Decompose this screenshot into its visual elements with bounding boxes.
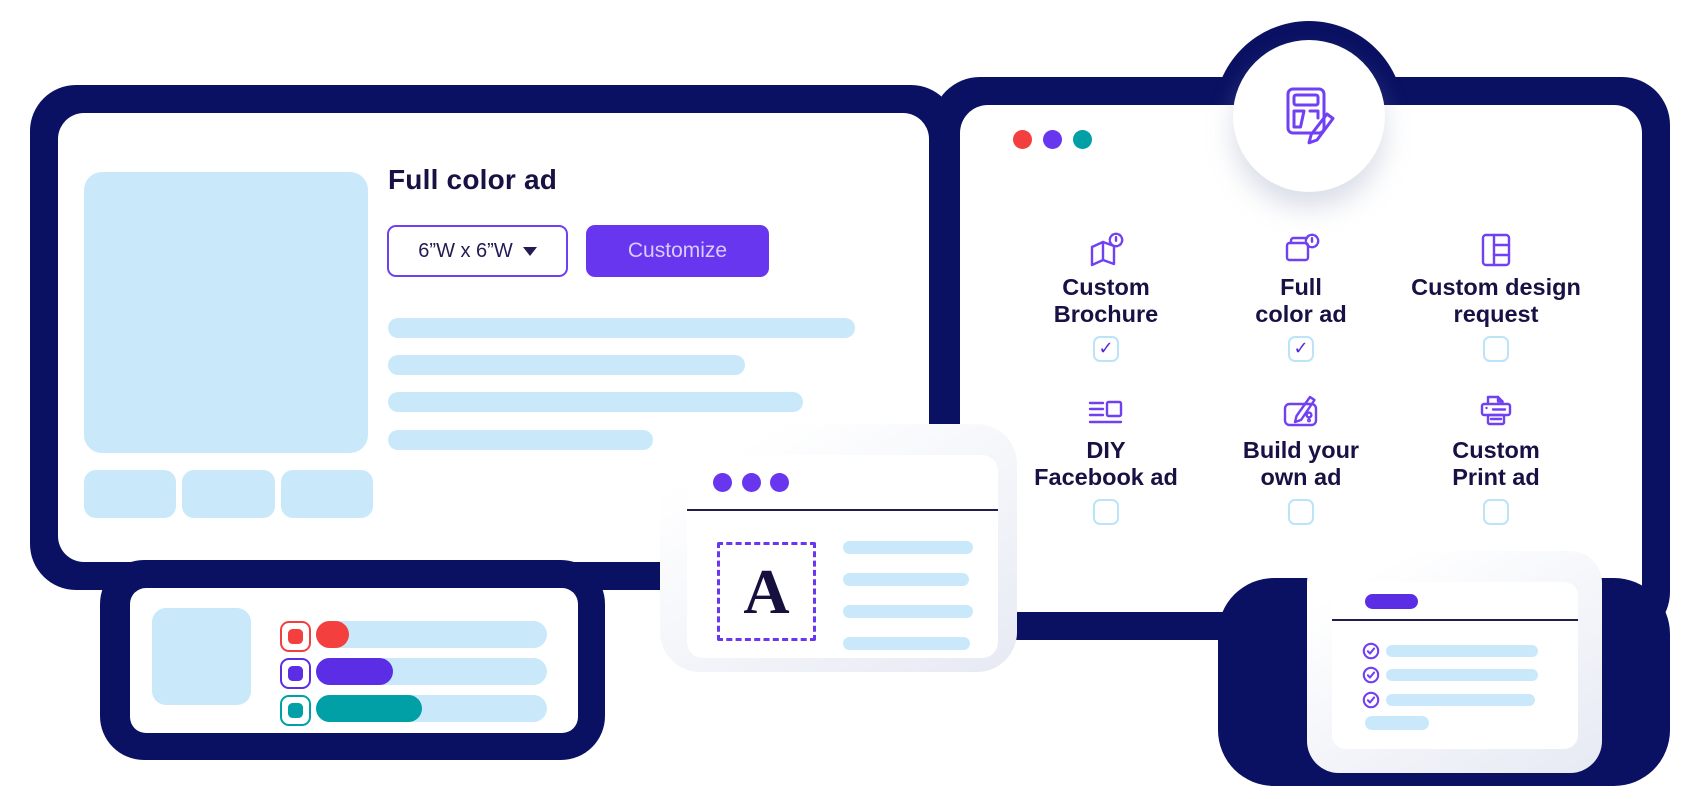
service-checkbox[interactable]: [1093, 499, 1119, 525]
skeleton-text-bar: [1386, 669, 1538, 681]
window-title-pill: [1365, 594, 1418, 609]
skeleton-text-bar: [388, 318, 855, 338]
font-sample-letter: A: [743, 555, 790, 627]
thumbnail-placeholder: [281, 470, 373, 518]
skeleton-text-bar: [388, 430, 653, 450]
color-swatch-purple[interactable]: [280, 658, 311, 689]
service-checkbox[interactable]: [1288, 499, 1314, 525]
check-circle-icon: [1362, 642, 1380, 660]
build-your-own-ad-icon: [1279, 391, 1323, 435]
window-dot-purple-icon: [1043, 130, 1062, 149]
skeleton-text-bar: [1386, 694, 1535, 706]
skeleton-text-bar: [843, 573, 969, 586]
teal-fill-icon: [288, 703, 303, 718]
diy-facebook-ad-icon: [1084, 391, 1128, 435]
services-hero-badge: [1233, 40, 1385, 192]
service-item-custom-print-ad: Custom Print ad: [1396, 391, 1596, 525]
custom-brochure-icon: [1084, 228, 1128, 272]
service-label: Custom Print ad: [1452, 437, 1540, 490]
service-checkbox[interactable]: [1483, 499, 1509, 525]
chevron-down-icon: [522, 246, 537, 256]
skeleton-text-bar: [843, 605, 973, 618]
full-color-ad-icon: [1279, 228, 1323, 272]
service-label: Full color ad: [1255, 274, 1347, 327]
skeleton-text-bar: [843, 541, 973, 554]
service-label: Build your own ad: [1242, 437, 1360, 490]
service-item-custom-brochure: Custom Brochure ✓: [1006, 228, 1206, 362]
color-swatch-red[interactable]: [280, 621, 311, 652]
skeleton-text-bar: [388, 392, 803, 412]
ad-size-dropdown[interactable]: 6”W x 6”W: [387, 225, 568, 277]
ad-image-placeholder: [84, 172, 368, 453]
customize-button[interactable]: Customize: [586, 225, 769, 277]
skeleton-text-bar: [388, 355, 745, 375]
window-dot-icon: [770, 473, 789, 492]
progress-track: [316, 621, 547, 648]
window-dot-icon: [742, 473, 761, 492]
window-divider: [1332, 619, 1578, 621]
thumbnail-placeholder: [182, 470, 275, 518]
service-item-build-your-own-ad: Build your own ad: [1201, 391, 1401, 525]
ad-size-value: 6”W x 6”W: [418, 239, 513, 262]
progress-fill-teal: [316, 695, 422, 722]
service-checkbox[interactable]: [1483, 336, 1509, 362]
skeleton-text-bar: [1386, 645, 1538, 657]
check-circle-icon: [1362, 691, 1380, 709]
progress-fill-purple: [316, 658, 393, 685]
progress-fill-red: [316, 621, 349, 648]
service-item-custom-design-request: Custom design request: [1396, 228, 1596, 362]
palette-image-placeholder: [152, 608, 251, 705]
skeleton-text-bar: [843, 637, 970, 650]
color-swatch-teal[interactable]: [280, 695, 311, 726]
service-checkbox[interactable]: ✓: [1288, 336, 1314, 362]
window-dot-red-icon: [1013, 130, 1032, 149]
service-label: Custom design request: [1411, 274, 1581, 327]
red-fill-icon: [288, 629, 303, 644]
ad-design-pencil-icon: [1286, 87, 1335, 145]
service-checkbox[interactable]: ✓: [1093, 336, 1119, 362]
thumbnail-placeholder: [84, 470, 176, 518]
check-circle-icon: [1362, 666, 1380, 684]
ad-title: Full color ad: [388, 164, 558, 195]
purple-fill-icon: [288, 666, 303, 681]
skeleton-text-bar: [1365, 716, 1429, 730]
service-label: Custom Brochure: [1053, 274, 1159, 327]
custom-design-request-icon: [1474, 228, 1518, 272]
service-item-diy-facebook-ad: DIY Facebook ad: [1006, 391, 1206, 525]
window-dot-icon: [713, 473, 732, 492]
typography-window: [687, 455, 998, 658]
service-label: DIY Facebook ad: [1034, 437, 1178, 490]
window-divider: [687, 509, 998, 511]
window-dot-teal-icon: [1073, 130, 1092, 149]
custom-print-ad-icon: [1474, 391, 1518, 435]
font-selection-box[interactable]: A: [717, 542, 816, 641]
service-item-full-color-ad: Full color ad ✓: [1201, 228, 1401, 362]
